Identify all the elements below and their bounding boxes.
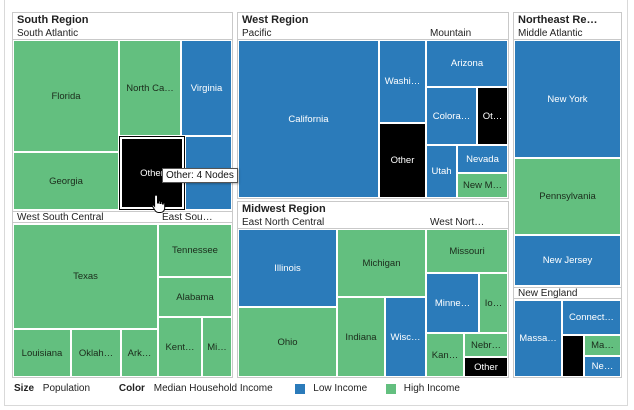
- node-california[interactable]: California: [238, 40, 379, 198]
- node-new-hampshire[interactable]: Ne…: [584, 356, 621, 377]
- subregion-west-south-central[interactable]: West South Central: [13, 211, 158, 223]
- node-texas[interactable]: Texas: [13, 224, 158, 329]
- subregion-west-north-central[interactable]: West Nort…: [426, 217, 508, 229]
- node-new-england-other[interactable]: [562, 335, 584, 377]
- node-georgia[interactable]: Georgia: [13, 152, 119, 210]
- node-colorado[interactable]: Colora…: [426, 87, 477, 145]
- node-wisconsin[interactable]: Wisc…: [385, 297, 426, 377]
- node-north-carolina[interactable]: North Ca…: [119, 40, 181, 136]
- subregion-south-atlantic[interactable]: South Atlantic: [13, 28, 232, 40]
- node-missouri[interactable]: Missouri: [426, 229, 508, 273]
- node-arkansas[interactable]: Ark…: [121, 329, 158, 377]
- node-tooltip: Other: 4 Nodes: [162, 168, 238, 183]
- region-title-south: South Region: [17, 14, 89, 26]
- node-west-north-central-other[interactable]: Other: [464, 357, 508, 377]
- region-title-west: West Region: [242, 14, 309, 26]
- node-massachusetts[interactable]: Massa…: [514, 300, 562, 377]
- node-tennessee[interactable]: Tennessee: [158, 224, 232, 277]
- legend-high-label: High Income: [403, 383, 460, 394]
- node-indiana[interactable]: Indiana: [337, 297, 385, 377]
- node-illinois[interactable]: Illinois: [238, 229, 337, 307]
- node-kansas[interactable]: Kan…: [426, 333, 464, 377]
- node-nebraska[interactable]: Nebr…: [464, 333, 508, 357]
- hand-cursor-icon: [151, 194, 166, 213]
- legend-size-value: Population: [42, 383, 91, 394]
- region-south[interactable]: South Region South Atlantic Florida Nort…: [12, 12, 233, 378]
- node-maine[interactable]: Ma…: [584, 335, 621, 356]
- subregion-mountain[interactable]: Mountain: [426, 28, 508, 40]
- node-mountain-other[interactable]: Ot…: [477, 87, 508, 145]
- legend-low-label: Low Income: [313, 383, 368, 394]
- node-michigan[interactable]: Michigan: [337, 229, 426, 297]
- node-kentucky[interactable]: Kent…: [158, 317, 202, 377]
- node-new-york[interactable]: New York: [514, 40, 621, 158]
- legend-size-key: Size: [14, 383, 35, 394]
- subregion-east-south-central[interactable]: East Sou…: [158, 211, 232, 223]
- node-louisiana[interactable]: Louisiana: [13, 329, 71, 377]
- region-northeast[interactable]: Northeast Re… Middle Atlantic New York P…: [513, 12, 622, 378]
- legend: Size Population Color Median Household I…: [14, 383, 460, 394]
- region-midwest[interactable]: Midwest Region East North Central West N…: [237, 201, 509, 378]
- node-pennsylvania[interactable]: Pennsylvania: [514, 158, 621, 235]
- subregion-pacific[interactable]: Pacific: [238, 28, 426, 40]
- region-title-midwest: Midwest Region: [242, 203, 326, 215]
- node-washington[interactable]: Washi…: [379, 40, 426, 123]
- node-new-mexico[interactable]: New M…: [457, 173, 508, 198]
- legend-color-value: Median Household Income: [153, 383, 273, 394]
- node-virginia[interactable]: Virginia: [181, 40, 232, 136]
- node-new-jersey[interactable]: New Jersey: [514, 235, 621, 286]
- node-alabama[interactable]: Alabama: [158, 277, 232, 317]
- node-mississippi[interactable]: Mi…: [202, 317, 232, 377]
- subregion-middle-atlantic[interactable]: Middle Atlantic: [514, 28, 621, 40]
- node-utah[interactable]: Utah: [426, 145, 457, 198]
- subregion-new-england[interactable]: New England: [514, 287, 621, 299]
- legend-high-swatch: [385, 383, 396, 394]
- node-ohio[interactable]: Ohio: [238, 307, 337, 377]
- subregion-east-north-central[interactable]: East North Central: [238, 217, 426, 229]
- node-pacific-other[interactable]: Other: [379, 123, 426, 198]
- region-title-northeast: Northeast Re…: [518, 14, 598, 26]
- node-arizona[interactable]: Arizona: [426, 40, 508, 87]
- legend-low-swatch: [295, 383, 306, 394]
- node-minnesota[interactable]: Minne…: [426, 273, 479, 333]
- node-connecticut[interactable]: Connect…: [562, 300, 621, 335]
- node-florida[interactable]: Florida: [13, 40, 119, 152]
- node-oklahoma[interactable]: Oklah…: [71, 329, 121, 377]
- legend-color-key: Color: [118, 383, 145, 394]
- node-nevada[interactable]: Nevada: [457, 145, 508, 173]
- node-iowa[interactable]: Io…: [479, 273, 508, 333]
- region-west[interactable]: West Region Pacific Mountain California …: [237, 12, 509, 199]
